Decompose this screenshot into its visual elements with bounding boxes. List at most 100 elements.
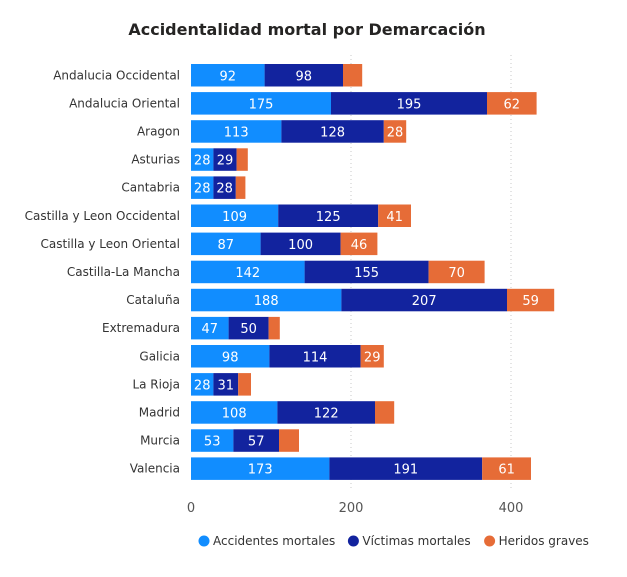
bar-segment[interactable]	[428, 260, 485, 284]
data-label: 125	[316, 210, 341, 225]
data-label: 46	[351, 238, 368, 253]
bar-segment[interactable]	[213, 373, 239, 396]
data-label: 57	[248, 435, 265, 450]
category-label: La Rioja	[132, 377, 180, 391]
bar-segment[interactable]	[277, 401, 375, 424]
data-label: 155	[354, 266, 379, 281]
bar-segment[interactable]	[281, 120, 384, 143]
data-label: 28	[194, 154, 211, 169]
data-label: 142	[235, 266, 260, 281]
data-label: 31	[218, 378, 235, 393]
data-label: 29	[217, 154, 234, 169]
bar-segment[interactable]	[191, 288, 342, 312]
bar-segment[interactable]	[269, 345, 361, 368]
bar-segment[interactable]	[383, 120, 407, 143]
data-label: 195	[397, 97, 422, 112]
bar-segment[interactable]	[238, 373, 251, 396]
bar-segment[interactable]	[191, 373, 214, 396]
bar-segment[interactable]	[228, 316, 269, 340]
legend-item-label[interactable]: Accidentes mortales	[213, 534, 335, 548]
category-label: Extremadura	[102, 321, 180, 335]
data-label: 191	[393, 463, 418, 478]
bars: 92 98 175 195 62 113 128 28 28 29 28 28 109 125 41 87 10…	[191, 64, 555, 480]
data-label: 41	[386, 210, 403, 225]
data-label: 47	[202, 322, 219, 337]
bar-segment[interactable]	[340, 232, 378, 256]
data-label: 70	[448, 266, 465, 281]
category-label: Castilla-La Mancha	[67, 265, 180, 279]
legend[interactable]: Accidentes mortales Víctimas mortales Heri…	[198, 534, 589, 548]
category-label: Andalucia Oriental	[69, 96, 180, 110]
bar-segment[interactable]	[260, 232, 341, 256]
bar-segment[interactable]	[191, 148, 214, 171]
data-label: 100	[288, 238, 313, 253]
data-label: 53	[204, 435, 221, 450]
bar-segment[interactable]	[279, 429, 299, 452]
bar-segment[interactable]	[191, 176, 214, 199]
data-label: 92	[220, 69, 237, 84]
category-labels: Andalucia Occidental Andalucia Oriental Ar…	[25, 68, 180, 475]
bar-segment[interactable]	[191, 120, 282, 143]
legend-item-label[interactable]: Víctimas mortales	[362, 534, 470, 548]
data-label: 28	[194, 378, 211, 393]
bar-segment[interactable]	[191, 260, 305, 284]
category-label: Castilla y Leon Oriental	[41, 237, 181, 251]
bar-segment[interactable]	[191, 401, 278, 424]
bar-segment[interactable]	[213, 176, 236, 199]
bar-segment[interactable]	[343, 64, 363, 87]
bar-segment[interactable]	[331, 92, 487, 115]
category-label: Cantabria	[121, 181, 180, 195]
bar-segment[interactable]	[191, 316, 229, 340]
bar-segment[interactable]	[264, 64, 343, 87]
bar-segment[interactable]	[487, 92, 537, 115]
bar-segment[interactable]	[268, 316, 280, 340]
category-label: Madrid	[139, 405, 180, 419]
bar-segment[interactable]	[378, 204, 411, 228]
data-label: 188	[254, 294, 279, 309]
data-label: 62	[504, 97, 521, 112]
data-label: 173	[248, 463, 273, 478]
data-label: 108	[222, 406, 247, 421]
bar-segment[interactable]	[233, 429, 279, 452]
data-label: 61	[498, 463, 515, 478]
bar-segment[interactable]	[191, 92, 331, 115]
bar-segment[interactable]	[507, 288, 555, 312]
data-label: 109	[222, 210, 247, 225]
data-label: 28	[194, 182, 211, 197]
bar-segment[interactable]	[235, 176, 246, 199]
bar-segment[interactable]	[278, 204, 379, 228]
bar-segment[interactable]	[375, 401, 395, 424]
data-label: 175	[249, 97, 274, 112]
data-label: 207	[412, 294, 437, 309]
data-label: 87	[218, 238, 235, 253]
bar-segment[interactable]	[236, 148, 248, 171]
bar-segment[interactable]	[482, 457, 531, 480]
chart-title: Accidentalidad mortal por Demarcación	[128, 20, 485, 39]
data-label: 114	[303, 350, 328, 365]
bar-segment[interactable]	[329, 457, 483, 480]
bar-segment[interactable]	[191, 429, 234, 452]
category-label: Aragon	[137, 124, 180, 138]
bar-segment[interactable]	[341, 288, 507, 312]
x-tick-label: 0	[187, 501, 195, 516]
legend-marker	[484, 535, 496, 547]
category-label: Andalucia Occidental	[53, 68, 180, 82]
x-tick-label: 200	[339, 501, 364, 516]
bar-segment[interactable]	[191, 64, 265, 87]
category-label: Asturias	[131, 153, 180, 167]
bar-segment[interactable]	[191, 232, 261, 256]
data-label: 128	[320, 125, 345, 140]
data-label: 98	[222, 350, 239, 365]
data-label: 59	[522, 294, 539, 309]
bar-segment[interactable]	[191, 345, 270, 368]
bar-segment[interactable]	[191, 204, 279, 228]
legend-item-label[interactable]: Heridos graves	[499, 534, 589, 548]
data-label: 29	[364, 350, 381, 365]
x-tick-label: 400	[499, 501, 524, 516]
category-label: Valencia	[130, 462, 180, 476]
bar-segment[interactable]	[191, 457, 330, 480]
bar-segment[interactable]	[213, 148, 237, 171]
bar-segment[interactable]	[360, 345, 384, 368]
bar-segment[interactable]	[304, 260, 429, 284]
